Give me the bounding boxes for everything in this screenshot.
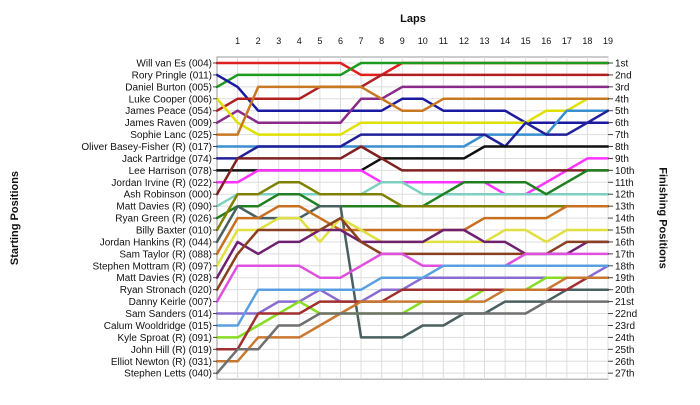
finish-position-label: 13th — [615, 202, 634, 213]
x-tick-label: 16 — [541, 36, 551, 46]
x-tick-label: 17 — [562, 36, 572, 46]
driver-position-line — [215, 61, 610, 89]
x-tick-label: 13 — [480, 36, 490, 46]
start-driver-label: Danny Keirle (007) — [129, 297, 212, 308]
driver-position-line — [215, 276, 610, 339]
start-driver-label: Ryan Stronach (020) — [120, 285, 212, 296]
driver-position-line — [215, 109, 610, 160]
x-tick-label: 2 — [256, 36, 261, 46]
finish-position-label: 16th — [615, 237, 634, 248]
start-driver-label: Rory Pringle (011) — [132, 70, 212, 81]
finish-position-label: 22nd — [615, 309, 637, 320]
start-driver-label: John Hill (R) (019) — [131, 345, 212, 356]
driver-position-line — [215, 276, 610, 363]
finish-position-label: 12th — [615, 190, 634, 201]
start-driver-label: Sam Taylor (R) (088) — [119, 249, 212, 260]
finish-position-label: 6th — [615, 118, 629, 129]
start-driver-label: Jordan Irvine (R) (022) — [111, 178, 212, 189]
x-tick-label: 8 — [379, 36, 384, 46]
finish-position-label: 26th — [615, 357, 634, 368]
finish-position-label: 21st — [615, 297, 634, 308]
start-driver-label: Sam Sanders (014) — [125, 309, 212, 320]
start-driver-label: James Raven (009) — [125, 118, 212, 129]
driver-position-line — [215, 157, 610, 196]
start-driver-label: Oliver Basey-Fisher (R) (017) — [81, 142, 212, 153]
start-driver-label: Kyle Sproat (R) (091) — [118, 333, 212, 344]
start-driver-label: Ryan Green (R) (026) — [115, 214, 212, 225]
start-driver-label: Lee Harrison (078) — [129, 166, 212, 177]
x-axis-title: Laps — [400, 13, 426, 25]
finish-position-label: 19th — [615, 273, 634, 284]
right-axis-title: Finishing Positions — [656, 167, 669, 269]
start-driver-label: Stephen Letts (040) — [124, 369, 212, 380]
start-driver-label: Luke Cooper (006) — [129, 94, 212, 105]
finish-position-label: 5th — [615, 106, 629, 117]
series-lines — [215, 61, 610, 375]
x-tick-label: 9 — [400, 36, 405, 46]
finish-position-label: 20th — [615, 285, 634, 296]
start-driver-label: Stephen Mottram (R) (097) — [93, 261, 213, 272]
start-driver-label: Elliot Newton (R) (031) — [111, 357, 212, 368]
finish-position-label: 2nd — [615, 70, 632, 81]
driver-position-line — [215, 97, 610, 136]
finish-position-label: 23rd — [615, 321, 635, 332]
driver-position-line — [215, 85, 610, 124]
start-driver-label: Calum Wooldridge (015) — [104, 321, 212, 332]
finish-position-label: 15th — [615, 226, 634, 237]
x-tick-label: 10 — [418, 36, 428, 46]
start-driver-label: Billy Baxter (010) — [136, 226, 212, 237]
finish-position-label: 25th — [615, 345, 634, 356]
x-tick-label: 15 — [521, 36, 531, 46]
driver-position-line — [215, 264, 610, 327]
start-driver-label: Matt Davies (R) (028) — [116, 273, 212, 284]
x-tick-label: 6 — [338, 36, 343, 46]
left-axis-title: Starting Positions — [9, 170, 22, 266]
driver-position-line — [215, 145, 610, 196]
finish-position-label: 24th — [615, 333, 634, 344]
x-tick-label: 12 — [459, 36, 469, 46]
finish-position-label: 18th — [615, 261, 634, 272]
finish-position-label: 4th — [615, 94, 629, 105]
start-driver-label: Sophie Lanc (025) — [130, 130, 212, 141]
start-driver-label: Will van Es (004) — [136, 59, 212, 70]
x-tick-label: 11 — [439, 36, 448, 46]
x-tick-label: 1 — [235, 36, 240, 46]
x-tick-label: 4 — [297, 36, 302, 46]
x-tick-label: 18 — [582, 36, 592, 46]
finish-position-label: 10th — [615, 166, 634, 177]
start-driver-label: Daniel Burton (005) — [125, 82, 212, 93]
start-driver-label: Jordan Hankins (R) (044) — [100, 237, 212, 248]
start-driver-label: Ash Robinson (000) — [124, 190, 212, 201]
start-driver-label: Jack Partridge (074) — [122, 154, 212, 165]
finish-position-label: 14th — [615, 214, 634, 225]
driver-position-line — [215, 181, 610, 232]
x-tick-label: 14 — [500, 36, 510, 46]
x-tick-label: 5 — [317, 36, 322, 46]
driver-position-line — [215, 73, 610, 124]
driver-position-line — [215, 252, 610, 303]
driver-position-line — [215, 264, 610, 315]
x-tick-label: 19 — [603, 36, 613, 46]
driver-position-line — [215, 204, 610, 256]
finish-position-label: 1st — [615, 59, 629, 70]
finish-position-label: 17th — [615, 249, 634, 260]
finish-position-label: 8th — [615, 142, 629, 153]
driver-position-line — [215, 85, 610, 136]
finish-position-label: 3rd — [615, 82, 629, 93]
driver-position-line — [215, 300, 610, 375]
driver-position-line — [215, 73, 610, 112]
start-driver-label: Matt Davies (R) (090) — [116, 202, 212, 213]
x-tick-label: 3 — [276, 36, 281, 46]
finish-position-label: 9th — [615, 154, 629, 165]
start-driver-label: James Peace (054) — [125, 106, 212, 117]
finish-position-label: 11th — [615, 178, 634, 189]
finish-position-label: 7th — [615, 130, 629, 141]
x-tick-label: 7 — [359, 36, 364, 46]
finish-position-label: 27th — [615, 369, 634, 380]
